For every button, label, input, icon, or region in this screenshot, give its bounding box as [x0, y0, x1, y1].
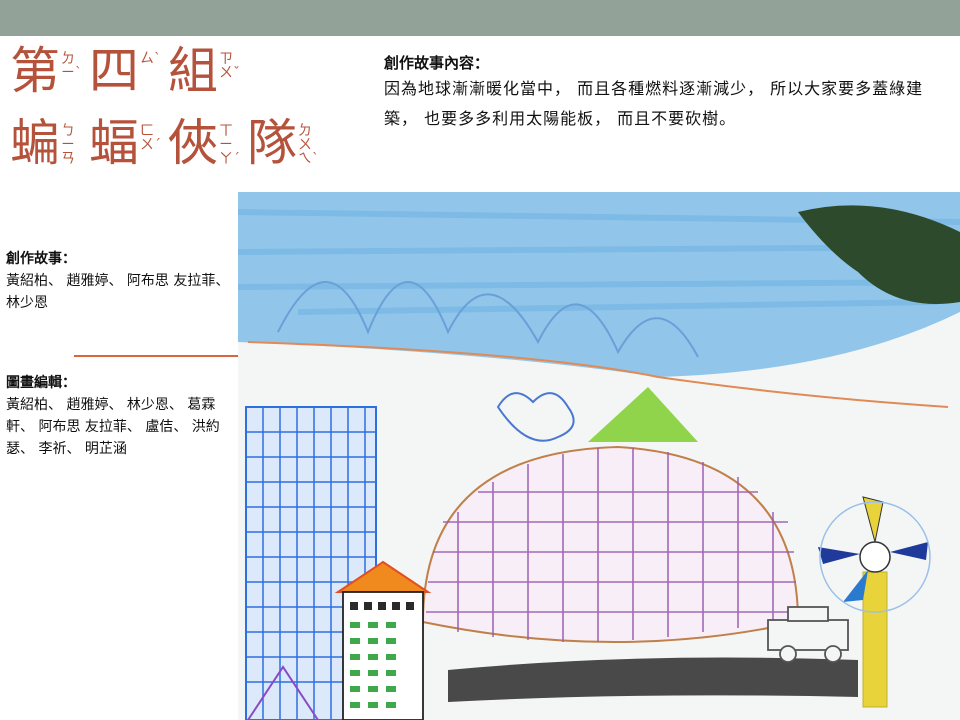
top-banner — [0, 0, 960, 36]
story-credits-names: 黃紹柏、 趙雅婷、 阿布思 友拉菲、 林少恩 — [6, 273, 230, 311]
story-body: 因為地球漸漸暖化當中， 而且各種燃料逐漸減少， 所以大家要多蓋綠建築， 也要多多… — [384, 79, 924, 128]
title-zhuyin: ㄉㄧˋ — [61, 51, 82, 81]
title-char: 隊 — [247, 114, 297, 172]
title-char: 四 — [89, 42, 139, 100]
title-team-name: 蝙ㄅㄧㄢ蝠ㄈㄨˊ 俠ㄒㄧㄚˊ 隊ㄉㄨㄟˋ — [10, 112, 326, 174]
title-zhuyin: ㄗㄨˇ — [219, 51, 240, 81]
title-char: 俠 — [168, 114, 218, 172]
art-credits-heading: 圖畫編輯： — [6, 375, 76, 391]
title-char: 第 — [10, 42, 60, 100]
title-char: 蝠 — [89, 114, 139, 172]
story-content: 創作故事內容： 因為地球漸漸暖化當中， 而且各種燃料逐漸減少， 所以大家要多蓋綠… — [384, 52, 944, 134]
art-credits: 圖畫編輯： 黃紹柏、 趙雅婷、 林少恩、 葛霖軒、 阿布思 友拉菲、 盧佶、 洪… — [6, 372, 242, 460]
title-char: 組 — [168, 42, 218, 100]
art-credits-names: 黃紹柏、 趙雅婷、 林少恩、 葛霖軒、 阿布思 友拉菲、 盧佶、 洪約瑟、 李祈… — [6, 397, 220, 457]
story-heading: 創作故事內容： — [384, 54, 490, 72]
story-credits: 創作故事： 黃紹柏、 趙雅婷、 阿布思 友拉菲、 林少恩 — [6, 248, 242, 314]
title-zhuyin: ㄉㄨㄟˋ — [298, 123, 319, 167]
title-zhuyin: ㄅㄧㄢ — [61, 123, 75, 167]
title-zhuyin: ㄒㄧㄚˊ — [219, 123, 240, 167]
story-credits-heading: 創作故事： — [6, 251, 76, 267]
children-drawing — [238, 192, 960, 720]
title-zhuyin: ㄈㄨˊ — [140, 123, 161, 153]
divider — [74, 355, 238, 357]
title-group-number: 第ㄉㄧˋ 四ㄙˋ 組ㄗㄨˇ — [10, 40, 247, 102]
title-zhuyin: ㄙˋ — [140, 51, 161, 67]
title-char: 蝙 — [10, 114, 60, 172]
